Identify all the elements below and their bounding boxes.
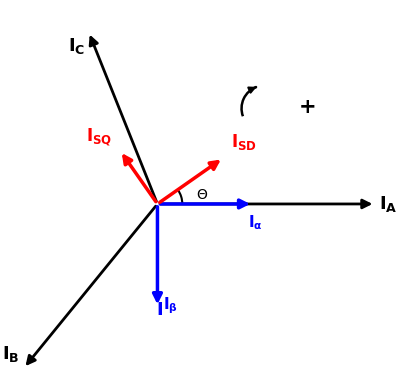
Text: +: + — [299, 97, 316, 117]
Text: $\mathbf{I_{SQ}}$: $\mathbf{I_{SQ}}$ — [86, 126, 113, 147]
Text: $\mathbf{I_{SD}}$: $\mathbf{I_{SD}}$ — [231, 132, 257, 152]
Text: $\Theta$: $\Theta$ — [196, 188, 208, 202]
Text: $\mathbf{I}$: $\mathbf{I}$ — [156, 301, 163, 319]
Text: $\mathbf{I_C}$: $\mathbf{I_C}$ — [68, 36, 85, 56]
Text: $\mathbf{I_A}$: $\mathbf{I_A}$ — [379, 194, 398, 214]
Text: $\mathbf{I_\beta}$: $\mathbf{I_\beta}$ — [163, 295, 178, 316]
Text: $\mathbf{I_B}$: $\mathbf{I_B}$ — [2, 345, 20, 365]
Text: $\mathbf{I_\alpha}$: $\mathbf{I_\alpha}$ — [248, 214, 262, 232]
